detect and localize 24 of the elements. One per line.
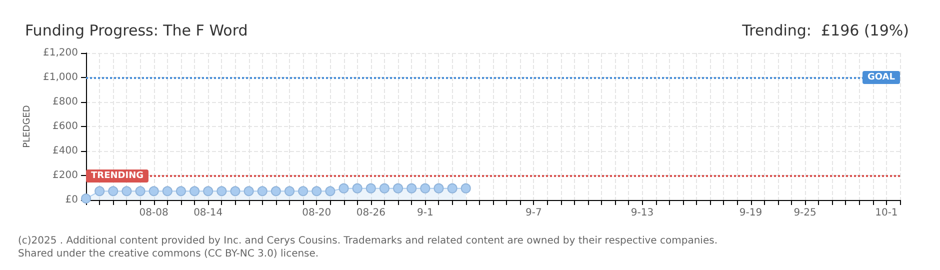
x-tick-label: 08-20 xyxy=(302,208,332,218)
x-tick-label: 08-14 xyxy=(194,208,223,218)
y-tick-label: £400 xyxy=(52,146,78,156)
y-tick-label: £1,000 xyxy=(43,72,78,83)
x-tick-label: 9-25 xyxy=(794,208,816,218)
y-axis-title: PLEDGED xyxy=(22,105,33,148)
x-tick-label: 08-26 xyxy=(356,208,386,218)
y-tick-label: £800 xyxy=(52,96,78,108)
ref-line-label: GOAL xyxy=(868,72,896,82)
x-tick-label: 08-08 xyxy=(139,208,168,218)
chart-subtitle: Trending: £196 (19%) xyxy=(741,22,910,40)
text: Shared under the creative commons (CC BY-NC 3.0) license. xyxy=(18,248,319,260)
x-tick-label: 9-1 xyxy=(416,208,434,218)
chart-title: Funding Progress: The F Word xyxy=(25,22,248,40)
x-tick-label: 10-1 xyxy=(875,208,898,218)
y-tick-label: £1,200 xyxy=(43,48,78,58)
x-tick-label: 9-7 xyxy=(526,208,542,218)
text: (c)2025 . Additional content provided by Inc. and Cerys Cousins. Trademarks and related content are owned by their respective companies. xyxy=(18,236,718,246)
y-tick-label: £200 xyxy=(52,170,78,181)
y-tick-label: £0 xyxy=(65,194,78,206)
ref-line-label: TRENDING xyxy=(91,170,144,181)
x-tick-label: 9-13 xyxy=(630,208,654,218)
y-tick-label: £600 xyxy=(52,121,78,132)
x-tick-label: 9-19 xyxy=(739,208,762,218)
